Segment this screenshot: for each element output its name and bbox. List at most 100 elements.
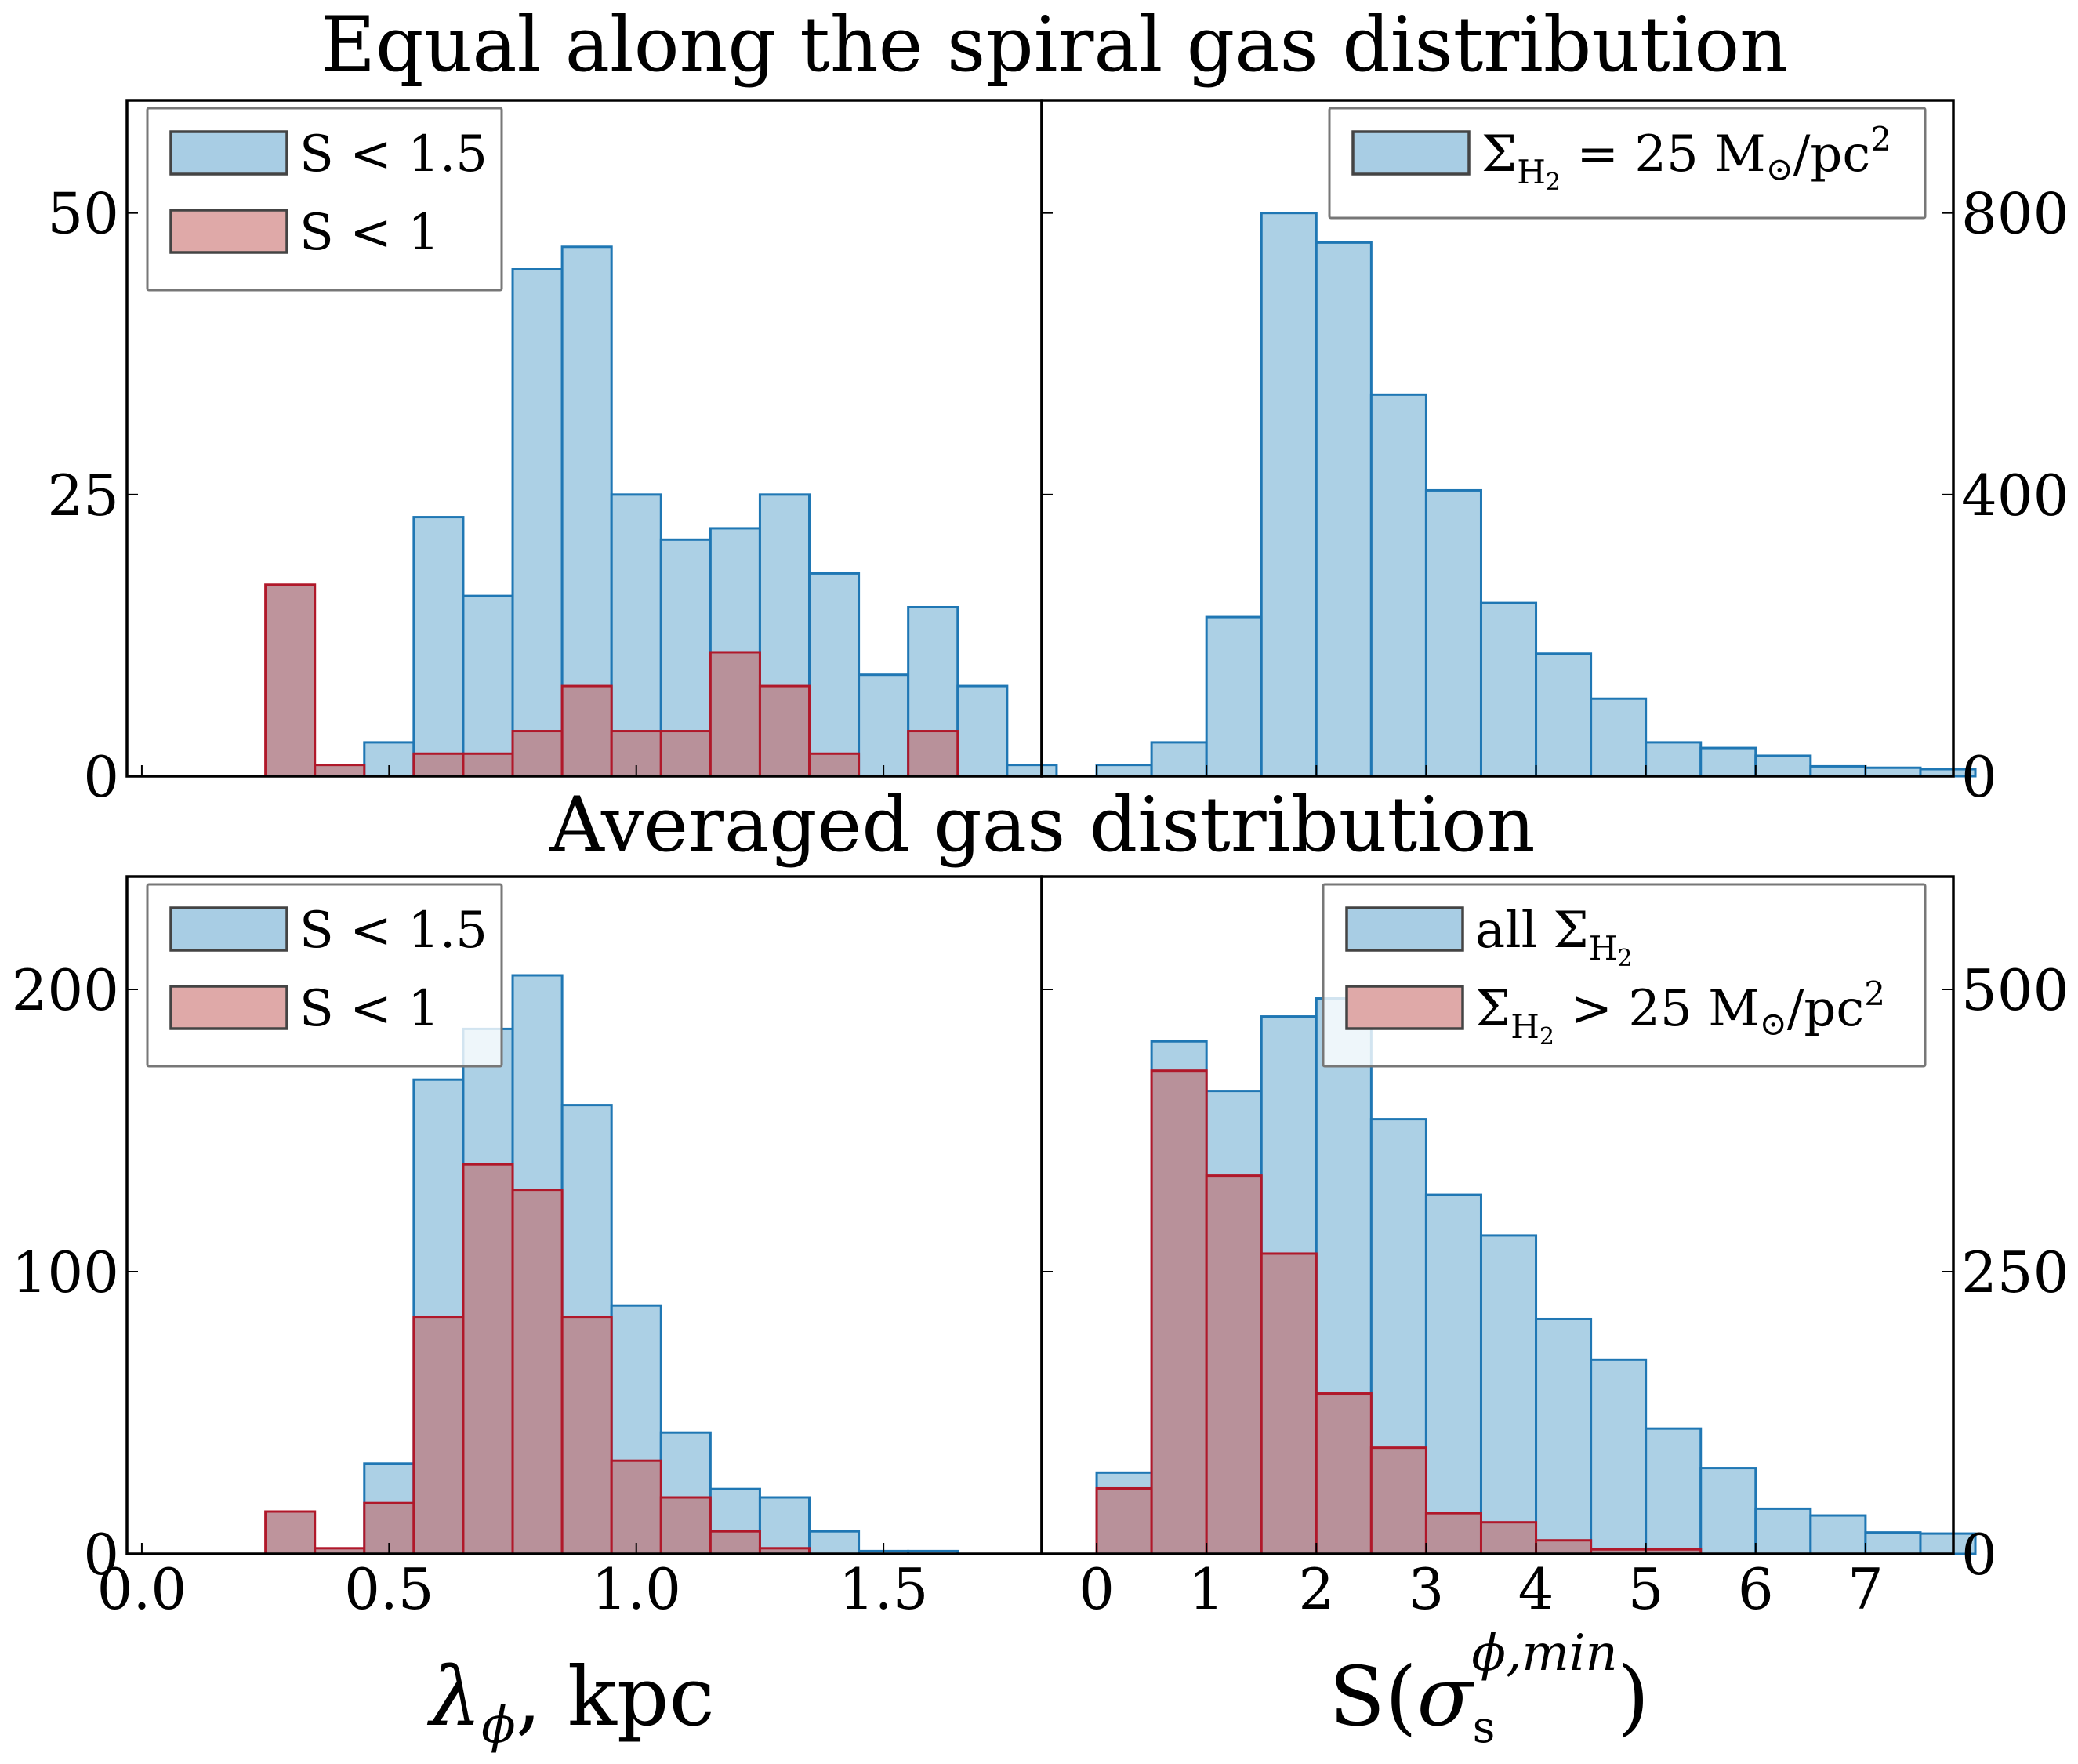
x-tick-label: 4 xyxy=(1518,1556,1554,1622)
bar xyxy=(1205,1174,1263,1555)
x-tick-label: 0 xyxy=(1079,1556,1115,1622)
bar xyxy=(1006,764,1058,778)
bar xyxy=(1369,1446,1427,1555)
legend: S < 1.5 S < 1 xyxy=(146,883,503,1068)
legend-label: S < 1.5 xyxy=(299,125,488,183)
bar xyxy=(1424,488,1482,778)
bar xyxy=(1369,393,1427,778)
bar xyxy=(709,651,761,778)
panel-bottom-left: 0 100 200 0.0 0.5 1.0 1.5 S < 1.5 S < 1 xyxy=(12,875,1043,1622)
bar xyxy=(560,684,613,778)
bar xyxy=(808,752,861,778)
y-tick-label: 0 xyxy=(83,744,119,810)
x-tick-label: 6 xyxy=(1738,1556,1774,1622)
bar xyxy=(858,673,910,778)
bar xyxy=(511,268,564,778)
y-tick-label: 0 xyxy=(83,1522,119,1588)
bar xyxy=(1535,1539,1593,1555)
bar xyxy=(1754,1507,1812,1555)
bar xyxy=(610,493,662,778)
bar xyxy=(462,1163,514,1555)
bar xyxy=(560,1316,613,1555)
legend-label: S < 1 xyxy=(299,204,440,262)
bar xyxy=(1095,764,1153,778)
bar xyxy=(264,583,317,778)
bar xyxy=(1479,1521,1538,1555)
x-tick-label: 2 xyxy=(1298,1556,1334,1622)
bar xyxy=(462,594,514,778)
bar xyxy=(1809,1514,1867,1555)
legend-frame xyxy=(1322,883,1927,1068)
legend-label: all ΣH2 xyxy=(1475,902,1632,972)
bar xyxy=(808,1530,861,1555)
bar xyxy=(1535,1317,1593,1555)
legend-swatch-red xyxy=(169,209,288,254)
series-red xyxy=(264,583,959,778)
y-tick-label: 800 xyxy=(1961,181,2069,247)
x-axis-label-right: S(σsϕ,min) xyxy=(1329,1624,1650,1753)
bar xyxy=(1260,212,1318,778)
bar xyxy=(1590,1358,1648,1555)
bar xyxy=(956,684,1009,778)
y-tick-label: 500 xyxy=(1961,957,2069,1023)
legend-frame xyxy=(1328,107,1927,220)
axes-frame xyxy=(1040,875,1955,1555)
x-tick-label: 1.5 xyxy=(839,1556,929,1622)
bar xyxy=(1754,754,1812,778)
top-title: Equal along the spiral gas distribution xyxy=(321,1,1788,89)
bar xyxy=(1095,1486,1153,1555)
x-tick-label: 3 xyxy=(1409,1556,1445,1622)
bar xyxy=(1479,601,1538,778)
y-tick-label: 200 xyxy=(12,957,119,1023)
bar xyxy=(1699,746,1757,778)
bar xyxy=(1809,764,1867,778)
x-tick-label: 1 xyxy=(1188,1556,1224,1622)
bar xyxy=(1590,697,1648,778)
bar xyxy=(1260,1252,1318,1555)
bottom-title: Averaged gas distribution xyxy=(549,781,1535,869)
series-red xyxy=(264,1163,811,1555)
bar xyxy=(1864,1531,1922,1555)
legend-swatch-blue xyxy=(1345,906,1464,952)
bar xyxy=(709,1530,761,1555)
bar xyxy=(511,730,564,778)
bar xyxy=(758,684,811,778)
bar xyxy=(1645,1427,1703,1555)
y-tick-label: 100 xyxy=(12,1240,119,1305)
legend-swatch-blue xyxy=(169,130,288,176)
bar xyxy=(314,764,366,778)
legend-label: S < 1.5 xyxy=(299,902,488,960)
bar xyxy=(758,1496,811,1555)
bar xyxy=(511,1189,564,1555)
bar xyxy=(462,752,514,778)
bar xyxy=(1699,1467,1757,1555)
bar xyxy=(1150,741,1208,778)
panel-top-left: 0 25 50 S < 1.5 S < 1 xyxy=(47,99,1058,810)
bar xyxy=(1150,1069,1208,1555)
x-tick-label: 0.0 xyxy=(97,1556,187,1622)
axes-frame xyxy=(1040,99,1955,778)
x-tick-label: 7 xyxy=(1848,1556,1884,1622)
bar xyxy=(808,572,861,778)
legend-swatch-red xyxy=(169,985,288,1030)
bar xyxy=(659,730,712,778)
bar xyxy=(1645,741,1703,778)
x-tick-label: 1.0 xyxy=(591,1556,681,1622)
y-tick-label: 250 xyxy=(1961,1240,2069,1305)
bar xyxy=(1205,615,1263,778)
legend-swatch-red xyxy=(1345,985,1464,1030)
bar xyxy=(610,1459,662,1555)
legend: ΣH2 = 25 M⊙/pc2 xyxy=(1328,107,1927,220)
legend-swatch-blue xyxy=(169,906,288,952)
bar xyxy=(1424,1193,1482,1555)
legend-label: S < 1 xyxy=(299,980,440,1038)
y-tick-label: 50 xyxy=(47,181,119,247)
bar xyxy=(1315,1392,1373,1555)
bar xyxy=(412,1316,465,1555)
bar xyxy=(1535,652,1593,778)
legend-label: ΣH2 = 25 M⊙/pc2 xyxy=(1481,120,1891,196)
bar xyxy=(907,730,959,778)
x-tick-label: 5 xyxy=(1628,1556,1664,1622)
